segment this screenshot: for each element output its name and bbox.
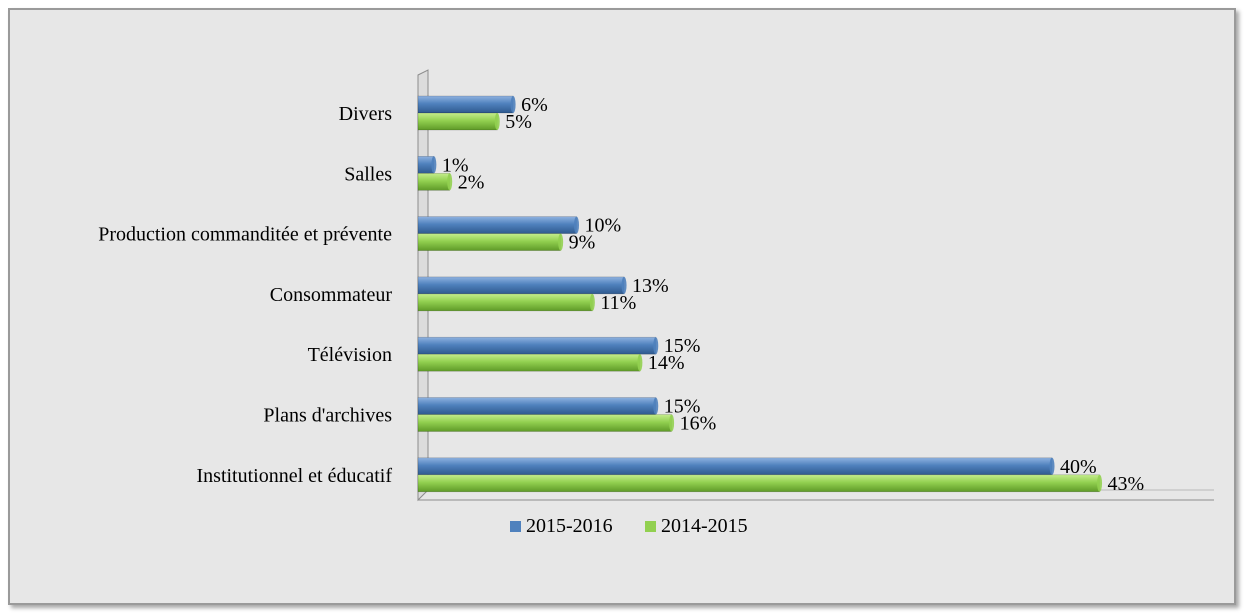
data-label: 6% [521, 94, 548, 116]
bar-2014-2015 [417, 293, 593, 312]
bar-cap-2014-2015 [637, 354, 643, 372]
bar-2015-2016 [417, 95, 514, 114]
bar-cap-2015-2016 [431, 156, 437, 174]
data-label: 5% [505, 111, 532, 133]
data-label: 13% [632, 275, 669, 297]
bar-cap-2014-2015 [558, 233, 564, 251]
category-label: Salles [344, 163, 392, 185]
bar-cap-2014-2015 [669, 414, 675, 432]
bar-2015-2016 [417, 276, 625, 295]
labels-layer: Divers Salles Production commanditée et pr… [98, 94, 1144, 495]
data-label: 10% [585, 215, 622, 237]
bar-cap-2015-2016 [574, 216, 579, 234]
category-label: Institutionnel et éducatif [197, 465, 393, 487]
data-label: 43% [1108, 473, 1145, 495]
category-label: Production commanditée et prévente [98, 224, 392, 246]
bar-cap-2015-2016 [653, 337, 659, 355]
bar-2015-2016 [417, 457, 1053, 476]
legend-label: 2014-2015 [661, 515, 748, 537]
bar-cap-2015-2016 [621, 276, 627, 294]
bar-cap-2015-2016 [1049, 457, 1055, 475]
chart-frame [8, 8, 1236, 605]
bar-cap-2015-2016 [653, 397, 659, 415]
data-label: 15% [664, 396, 701, 418]
bar-2014-2015 [417, 474, 1100, 493]
data-label: 11% [600, 292, 636, 314]
bar-2014-2015 [417, 414, 672, 432]
bar-2015-2016 [417, 397, 657, 415]
bar-2014-2015 [417, 353, 641, 372]
legend: 2015-2016 2014-2015 [510, 515, 748, 537]
legend-label: 2015-2016 [526, 515, 613, 537]
category-label: Consommateur [270, 284, 393, 306]
bar-cap-2015-2016 [510, 96, 516, 113]
data-label: 2% [458, 171, 485, 193]
bar-cap-2014-2015 [447, 173, 453, 191]
category-label: Télévision [308, 344, 392, 366]
bar-cap-2014-2015 [589, 293, 595, 311]
category-label: Divers [339, 103, 393, 125]
legend-swatch-2014-2015 [645, 521, 656, 532]
legend-swatch-2015-2016 [510, 521, 521, 532]
data-label: 9% [569, 232, 596, 254]
data-label: 40% [1060, 456, 1097, 478]
data-label: 14% [648, 352, 685, 374]
data-label: 16% [680, 413, 717, 435]
data-label: 15% [664, 335, 701, 357]
bar-cap-2014-2015 [494, 113, 500, 130]
bar-2014-2015 [417, 112, 498, 131]
category-label: Plans d'archives [263, 405, 392, 427]
data-label: 1% [442, 154, 469, 176]
bar-2015-2016 [417, 216, 577, 234]
bar-cap-2014-2015 [1097, 474, 1103, 492]
bar-2015-2016 [417, 336, 657, 355]
bar-2014-2015 [417, 233, 561, 251]
bars-layer [417, 95, 1103, 493]
